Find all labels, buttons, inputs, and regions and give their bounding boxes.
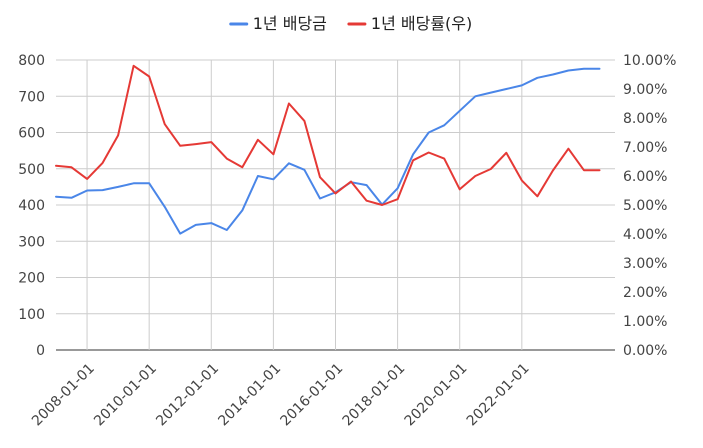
right-tick-label: 6.00% xyxy=(623,169,667,185)
dividend-yield-line xyxy=(55,64,601,206)
right-tick-label: 0.00% xyxy=(623,343,667,359)
right-tick-label: 3.00% xyxy=(623,256,667,272)
left-tick-label: 500 xyxy=(18,162,45,178)
x-tick-label: 2018-01-01 xyxy=(340,361,409,430)
x-tick-label: 2022-01-01 xyxy=(464,361,533,430)
left-tick-label: 100 xyxy=(18,307,45,323)
legend-label: 1년 배당률(우) xyxy=(371,14,472,33)
x-tick-label: 2020-01-01 xyxy=(402,361,471,430)
left-tick-label: 700 xyxy=(18,89,45,105)
left-tick-label: 0 xyxy=(36,343,45,359)
x-tick-label: 2012-01-01 xyxy=(153,361,222,430)
x-tick-label: 2008-01-01 xyxy=(29,361,98,430)
left-tick-label: 300 xyxy=(18,234,45,250)
right-tick-label: 8.00% xyxy=(623,111,667,127)
left-tick-label: 800 xyxy=(18,53,45,69)
right-tick-label: 7.00% xyxy=(623,140,667,156)
legend-label: 1년 배당금 xyxy=(253,14,327,33)
right-tick-label: 10.00% xyxy=(623,53,676,69)
x-tick-label: 2010-01-01 xyxy=(91,361,160,430)
left-tick-label: 400 xyxy=(18,198,45,214)
dividend-amount-line xyxy=(55,67,601,235)
right-tick-label: 9.00% xyxy=(623,82,667,98)
left-tick-label: 600 xyxy=(18,126,45,142)
right-tick-label: 2.00% xyxy=(623,285,667,301)
left-tick-label: 200 xyxy=(18,271,45,287)
right-tick-label: 1.00% xyxy=(623,314,667,330)
right-tick-label: 4.00% xyxy=(623,227,667,243)
x-tick-label: 2016-01-01 xyxy=(277,361,346,430)
x-tick-label: 2014-01-01 xyxy=(215,361,284,430)
right-tick-label: 5.00% xyxy=(623,198,667,214)
